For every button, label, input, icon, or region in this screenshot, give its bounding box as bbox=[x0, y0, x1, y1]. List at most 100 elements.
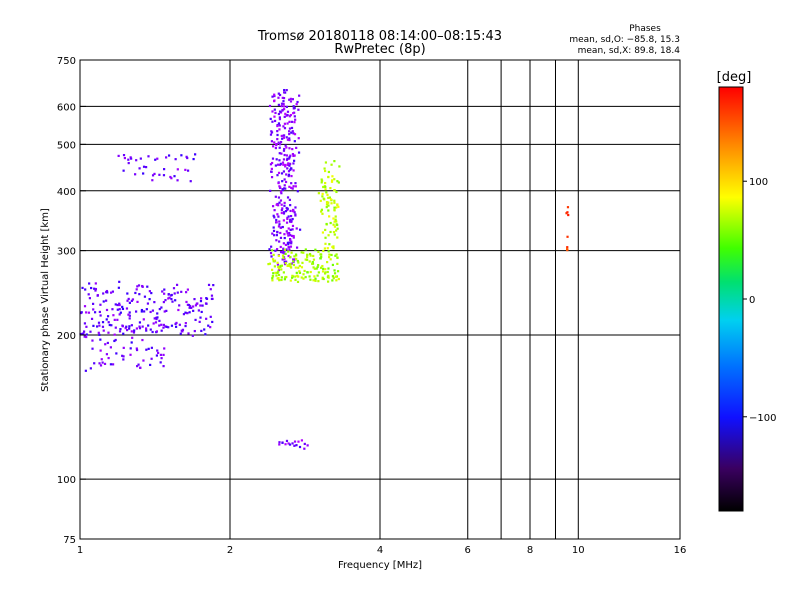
phase-stats-o: mean, sd,O: −85.8, 15.3 bbox=[569, 35, 680, 45]
echo-point bbox=[285, 173, 288, 176]
echo-point bbox=[102, 329, 105, 332]
echo-point bbox=[306, 258, 309, 261]
echo-point bbox=[328, 196, 331, 199]
echo-point bbox=[284, 243, 288, 246]
echo-point bbox=[296, 190, 299, 193]
echo-point bbox=[328, 253, 331, 256]
echo-point bbox=[122, 153, 126, 157]
x-tick-label: 1 bbox=[77, 545, 83, 556]
echo-point bbox=[135, 347, 138, 350]
echo-point bbox=[141, 285, 144, 288]
echo-point bbox=[155, 354, 159, 357]
echo-point bbox=[114, 338, 117, 342]
echo-point bbox=[334, 254, 337, 257]
echo-point bbox=[153, 172, 156, 176]
echo-point bbox=[111, 290, 115, 293]
echo-point bbox=[283, 201, 286, 204]
echo-point bbox=[167, 297, 170, 300]
echo-point bbox=[283, 88, 286, 92]
echo-point bbox=[103, 362, 107, 366]
echo-point bbox=[288, 443, 292, 446]
echo-point bbox=[91, 339, 94, 342]
echo-point bbox=[150, 291, 153, 295]
echo-point bbox=[286, 241, 290, 244]
echo-point bbox=[268, 248, 271, 251]
echo-point bbox=[270, 130, 273, 133]
echo-point bbox=[161, 290, 164, 293]
echo-point bbox=[309, 270, 312, 274]
echo-point bbox=[281, 251, 284, 254]
echo-point bbox=[285, 154, 289, 157]
echo-point bbox=[332, 230, 336, 234]
echo-point bbox=[313, 275, 316, 278]
echo-point bbox=[282, 100, 285, 103]
echo-point bbox=[88, 297, 91, 300]
echo-point bbox=[85, 311, 88, 314]
echo-point bbox=[286, 196, 290, 199]
echo-point bbox=[90, 317, 94, 320]
echo-point bbox=[294, 185, 297, 188]
echo-point bbox=[137, 284, 141, 287]
echo-point bbox=[282, 125, 285, 128]
echo-point bbox=[303, 269, 306, 273]
echo-point bbox=[335, 206, 338, 209]
echo-point bbox=[96, 325, 99, 328]
echo-point bbox=[106, 315, 110, 318]
echo-point bbox=[336, 223, 339, 227]
echo-point bbox=[330, 202, 333, 205]
echo-point bbox=[317, 264, 320, 267]
echo-point bbox=[151, 309, 155, 312]
echo-point bbox=[122, 332, 125, 335]
echo-point bbox=[284, 112, 287, 115]
echo-point bbox=[329, 198, 333, 201]
echo-point bbox=[156, 157, 159, 160]
echo-point bbox=[126, 328, 129, 332]
echo-point bbox=[290, 242, 293, 245]
echo-point bbox=[147, 324, 150, 327]
echo-point bbox=[277, 268, 281, 272]
echo-point bbox=[105, 299, 108, 302]
echo-point bbox=[284, 252, 287, 255]
echo-point bbox=[298, 271, 302, 274]
echo-point bbox=[109, 346, 112, 349]
echo-point bbox=[180, 329, 183, 332]
echo-point bbox=[91, 347, 94, 350]
echo-point bbox=[296, 274, 299, 277]
echo-point bbox=[176, 168, 179, 171]
echo-point bbox=[99, 364, 103, 367]
echo-point bbox=[145, 348, 148, 351]
echo-point bbox=[165, 156, 168, 159]
echo-point bbox=[277, 254, 280, 257]
echo-point bbox=[180, 154, 183, 157]
echo-point bbox=[273, 234, 276, 237]
echo-point bbox=[296, 280, 300, 284]
echo-point bbox=[278, 116, 281, 119]
echo-point bbox=[329, 187, 332, 190]
echo-point bbox=[273, 99, 276, 102]
echo-point bbox=[337, 205, 340, 208]
echo-point bbox=[304, 248, 307, 251]
echo-point bbox=[333, 201, 336, 204]
echo-point bbox=[118, 330, 122, 333]
echo-point bbox=[145, 166, 148, 169]
echo-point bbox=[297, 266, 300, 269]
echo-point bbox=[113, 318, 116, 321]
echo-point bbox=[185, 300, 188, 304]
echo-point bbox=[306, 271, 309, 274]
echo-point bbox=[194, 304, 198, 307]
echo-point bbox=[165, 325, 168, 328]
echo-point bbox=[286, 167, 289, 170]
y-tick-label: 750 bbox=[57, 56, 76, 67]
echo-point bbox=[327, 234, 330, 237]
echo-point bbox=[306, 444, 309, 447]
echo-point bbox=[280, 105, 283, 108]
echo-point bbox=[164, 325, 167, 328]
echo-point bbox=[83, 335, 86, 338]
echo-point bbox=[89, 330, 92, 333]
echo-point bbox=[284, 144, 287, 147]
echo-point bbox=[287, 227, 290, 230]
echo-point bbox=[85, 335, 88, 339]
echo-point bbox=[284, 262, 287, 265]
echo-point bbox=[300, 439, 304, 442]
echo-point bbox=[153, 301, 156, 304]
